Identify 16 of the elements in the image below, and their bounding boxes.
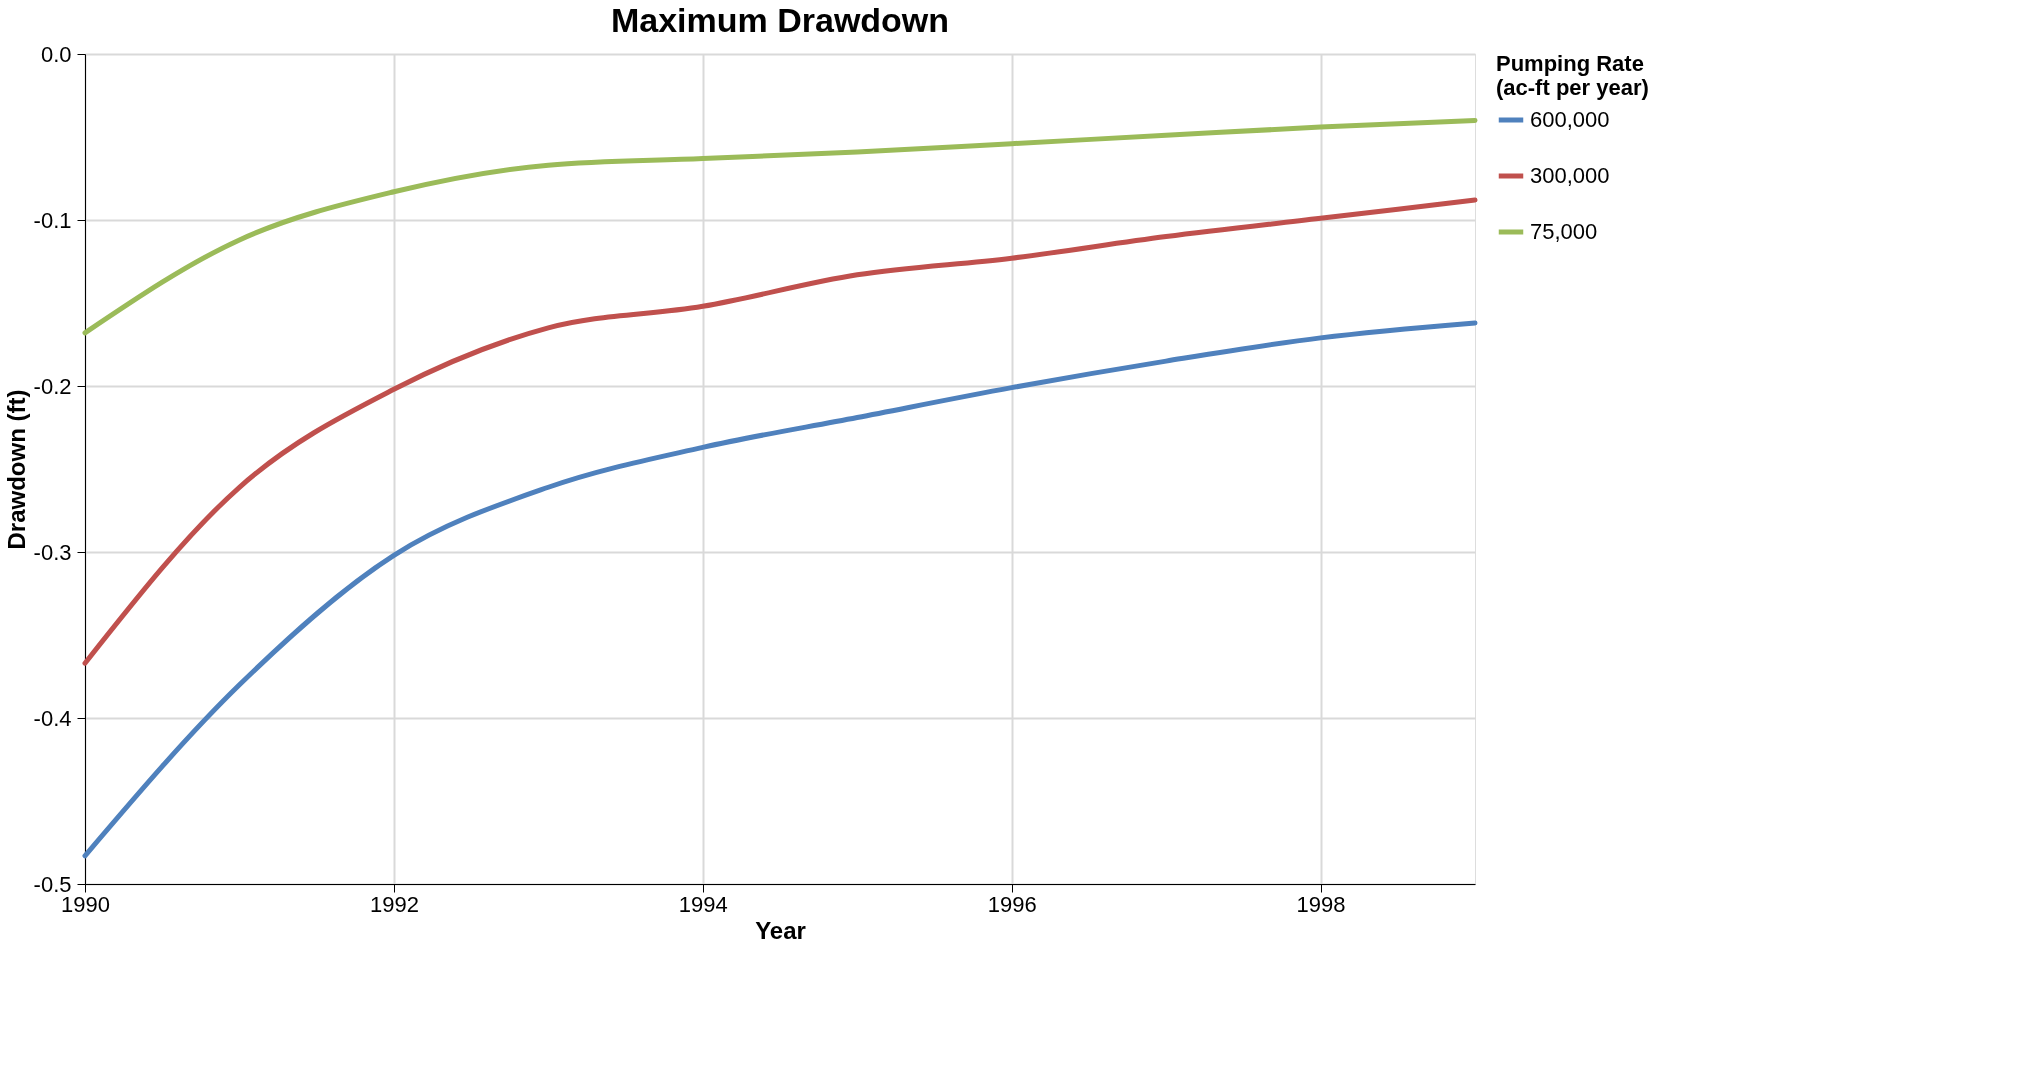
x-axis-title: Year — [755, 916, 806, 944]
y-tick-label: -0.1 — [33, 207, 72, 233]
y-tick-label: -0.2 — [33, 373, 72, 399]
legend-title: Pumping Rate (ac-ft per year) — [1496, 51, 1649, 100]
x-tick-label: 1992 — [369, 891, 419, 917]
y-tick-label: -0.4 — [33, 705, 72, 731]
chart-title: Maximum Drawdown — [610, 1, 950, 39]
legend-label: 75,000 — [1530, 219, 1598, 244]
x-tick-label: 1996 — [987, 891, 1037, 917]
y-tick-label: 0.0 — [40, 41, 72, 67]
y-tick-label: -0.3 — [33, 539, 72, 565]
y-axis-title: Drawdown (ft) — [2, 389, 30, 550]
x-tick-label: 1998 — [1296, 891, 1346, 917]
x-tick-label: 1994 — [678, 891, 728, 917]
legend-label: 600,000 — [1530, 107, 1610, 132]
legend-label: 300,000 — [1530, 163, 1610, 188]
